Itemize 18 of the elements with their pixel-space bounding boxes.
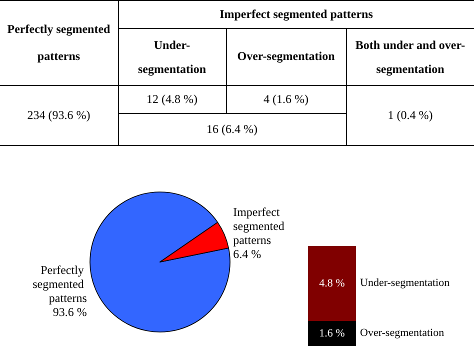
data-label: 4.8 % xyxy=(319,278,345,290)
text: Both under and over-segmentation xyxy=(346,28,474,86)
slice-label: Perfectly segmented patterns xyxy=(32,262,88,305)
series-label: Over-segmentation xyxy=(360,327,445,339)
text: 234 (93.6 %) xyxy=(0,85,118,146)
slice-label: Imperfect segmented patterns xyxy=(233,205,288,248)
text: Imperfect segmented patterns xyxy=(118,0,474,29)
series-label: Under-segmentation xyxy=(360,277,450,289)
data-label: 6.4 % xyxy=(233,247,262,262)
data-label: 1.6 % xyxy=(319,328,345,340)
data-label: 93.6 % xyxy=(52,304,87,319)
text: 1 (0.4 %) xyxy=(346,85,474,146)
text: 4 (1.6 %) xyxy=(226,85,346,114)
text: 16 (6.4 %) xyxy=(118,113,346,146)
text: Under-segmentation xyxy=(118,28,226,86)
text: Perfectly segmented patterns xyxy=(0,0,118,86)
text: 12 (4.8 %) xyxy=(118,85,226,114)
text: Over-segmentation xyxy=(226,28,346,86)
